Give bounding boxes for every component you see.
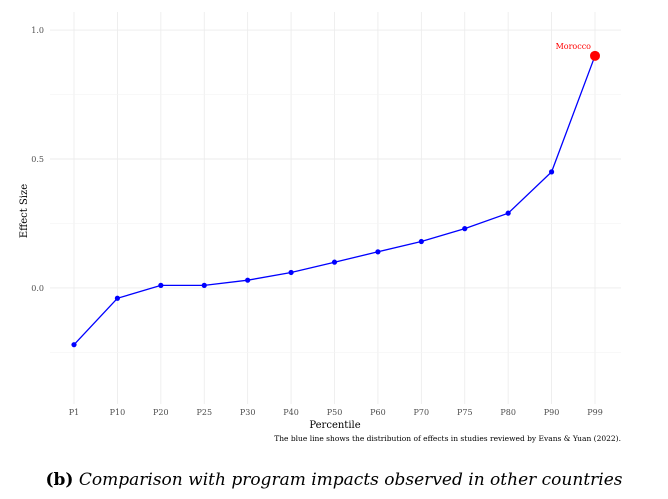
series-layer bbox=[71, 53, 598, 348]
x-tick-label: P70 bbox=[414, 408, 430, 417]
grid-lines bbox=[50, 12, 621, 404]
data-point bbox=[331, 259, 338, 265]
data-point bbox=[418, 238, 424, 245]
data-point bbox=[201, 282, 207, 288]
x-tick-label: P20 bbox=[153, 408, 169, 417]
x-tick-label: P50 bbox=[327, 408, 343, 417]
y-axis-ticks: 0.0 0.5 1.0 bbox=[31, 26, 44, 293]
x-tick-label: P75 bbox=[457, 408, 473, 417]
data-point bbox=[462, 226, 468, 232]
highlight-layer: Morocco bbox=[556, 42, 600, 61]
chart-footnote: The blue line shows the distribution of … bbox=[274, 434, 621, 443]
x-tick-label: P60 bbox=[370, 408, 386, 417]
data-point bbox=[548, 169, 555, 175]
y-tick-label: 0.0 bbox=[31, 284, 44, 293]
x-tick-label: P30 bbox=[240, 408, 256, 417]
caption-tag: (b) bbox=[45, 470, 74, 490]
data-point bbox=[245, 277, 251, 283]
figure-caption: (b) Comparison with program impacts obse… bbox=[0, 470, 668, 490]
y-tick-label: 1.0 bbox=[31, 26, 44, 35]
x-tick-label: P80 bbox=[500, 408, 516, 417]
data-point bbox=[288, 269, 294, 276]
data-point bbox=[375, 249, 381, 255]
x-tick-label: P90 bbox=[544, 408, 560, 417]
x-tick-label: P1 bbox=[69, 408, 79, 417]
y-axis-title: Effect Size bbox=[19, 184, 30, 238]
highlight-label: Morocco bbox=[556, 42, 592, 51]
y-tick-label: 0.5 bbox=[31, 155, 44, 164]
x-tick-label: P40 bbox=[283, 408, 299, 417]
data-point bbox=[158, 282, 164, 288]
x-tick-label: P10 bbox=[110, 408, 126, 417]
data-point bbox=[114, 295, 121, 301]
x-tick-label: P25 bbox=[196, 408, 212, 417]
x-tick-label: P99 bbox=[587, 408, 603, 417]
x-axis-ticks: P1 P10 P20 P25 P30 P40 P50 P60 P70 P75 P80 P90 P99 bbox=[69, 408, 603, 417]
data-point bbox=[71, 342, 77, 348]
effect-size-chart: 0.00.51.0 P1 P10 P20 P25 P30 P40 P50 P60 P70 P75 P… bbox=[19, 12, 621, 443]
caption-text: Comparison with program impacts observed… bbox=[78, 470, 623, 490]
highlight-point bbox=[590, 50, 600, 61]
x-axis-title: Percentile bbox=[309, 420, 360, 431]
data-point bbox=[505, 210, 511, 216]
